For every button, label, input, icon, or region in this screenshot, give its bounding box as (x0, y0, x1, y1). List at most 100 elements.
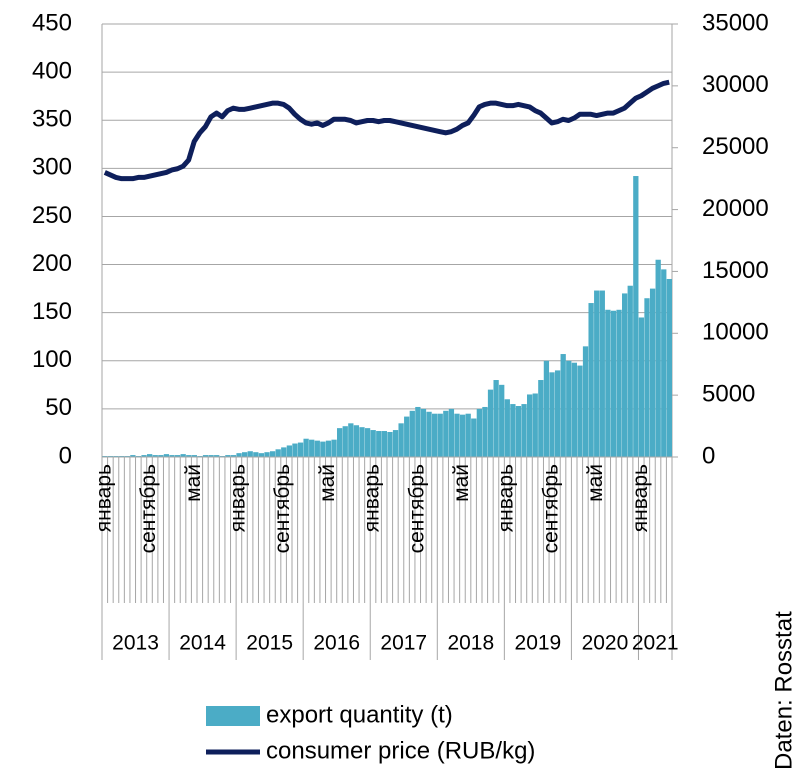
bar (309, 439, 315, 457)
x-group-label: 2013 (112, 632, 159, 655)
bar (616, 309, 622, 457)
legend-label: export quantity (t) (266, 701, 453, 728)
bar (370, 430, 376, 457)
y2-tick-label: 10000 (702, 319, 769, 346)
bar (387, 431, 393, 457)
bar (515, 406, 522, 457)
bar (364, 428, 371, 457)
x-tick-label: январь (495, 464, 518, 532)
bar (325, 440, 332, 457)
bar (459, 414, 466, 457)
bar (281, 447, 287, 457)
bar (437, 413, 443, 457)
bar (599, 290, 605, 457)
bar (163, 454, 170, 457)
bar (342, 426, 348, 457)
bar (158, 455, 164, 457)
bar (376, 431, 382, 457)
bar (448, 408, 455, 457)
y-tick-label: 450 (32, 9, 72, 36)
bar (320, 441, 326, 457)
bar (191, 455, 197, 457)
bar (174, 455, 181, 457)
bar (297, 442, 304, 457)
bar (404, 416, 410, 457)
bar (152, 455, 158, 457)
bar (610, 310, 617, 457)
bar (392, 430, 399, 457)
bar (661, 269, 667, 457)
bar (180, 454, 186, 457)
bar (577, 365, 583, 457)
bar (409, 410, 415, 457)
x-tick-label: январь (361, 464, 384, 532)
bar (471, 418, 477, 457)
bar (208, 455, 214, 457)
bar (353, 425, 360, 457)
x-tick-label: сентябрь (405, 464, 428, 553)
bar (527, 394, 533, 457)
bar (627, 285, 633, 457)
x-tick-label: май (316, 464, 339, 502)
x-tick-label: сентябрь (271, 464, 294, 553)
x-group-label: 2014 (179, 632, 226, 655)
bar (141, 455, 147, 457)
legend-swatch (206, 706, 260, 726)
line-series (103, 79, 670, 182)
bar (560, 354, 566, 457)
y-tick-label: 300 (32, 154, 72, 181)
bar (493, 380, 499, 457)
y-tick-label: 350 (32, 106, 72, 133)
bar (549, 372, 555, 457)
y2-tick-label: 30000 (702, 71, 769, 98)
bar (633, 176, 639, 457)
bar (359, 427, 365, 457)
bar (510, 404, 516, 457)
bar (275, 449, 281, 457)
bar (655, 259, 661, 457)
x-tick-label: май (584, 464, 607, 502)
bar (314, 440, 320, 457)
x-tick-label: январь (92, 464, 115, 532)
bar (476, 408, 482, 457)
x-tick-label: сентябрь (137, 464, 160, 553)
bar (644, 298, 650, 457)
y2-tick-label: 35000 (702, 9, 769, 36)
bar (147, 454, 153, 457)
bar (247, 451, 253, 457)
y2-tick-label: 0 (702, 442, 715, 469)
bar (582, 346, 589, 457)
bar (638, 317, 645, 457)
x-group-label: 2015 (246, 632, 293, 655)
y2-tick-label: 15000 (702, 257, 769, 284)
bar (499, 384, 505, 457)
bar (292, 443, 298, 457)
bar (594, 290, 600, 457)
bar (242, 452, 248, 457)
x-tick-label: сентябрь (539, 464, 562, 553)
x-group-label: 2020 (582, 632, 629, 655)
bar (398, 423, 404, 457)
bar (258, 453, 265, 457)
bar (538, 380, 544, 457)
x-group-label: 2016 (313, 632, 360, 655)
bar (443, 410, 449, 457)
y-tick-label: 200 (32, 250, 72, 277)
bar (482, 406, 488, 457)
x-group-label: 2017 (380, 632, 427, 655)
y2-tick-label: 20000 (702, 195, 769, 222)
y-tick-label: 400 (32, 57, 72, 84)
bar (186, 455, 192, 457)
bar (337, 428, 343, 457)
bar (566, 360, 572, 457)
x-tick-label: январь (226, 464, 249, 532)
bar (521, 404, 527, 457)
bar (230, 455, 237, 457)
bar (543, 360, 550, 457)
x-tick-label: январь (629, 464, 652, 532)
bar (381, 431, 387, 457)
x-tick-label: май (182, 464, 205, 502)
bar (130, 455, 136, 457)
bar (420, 408, 427, 457)
